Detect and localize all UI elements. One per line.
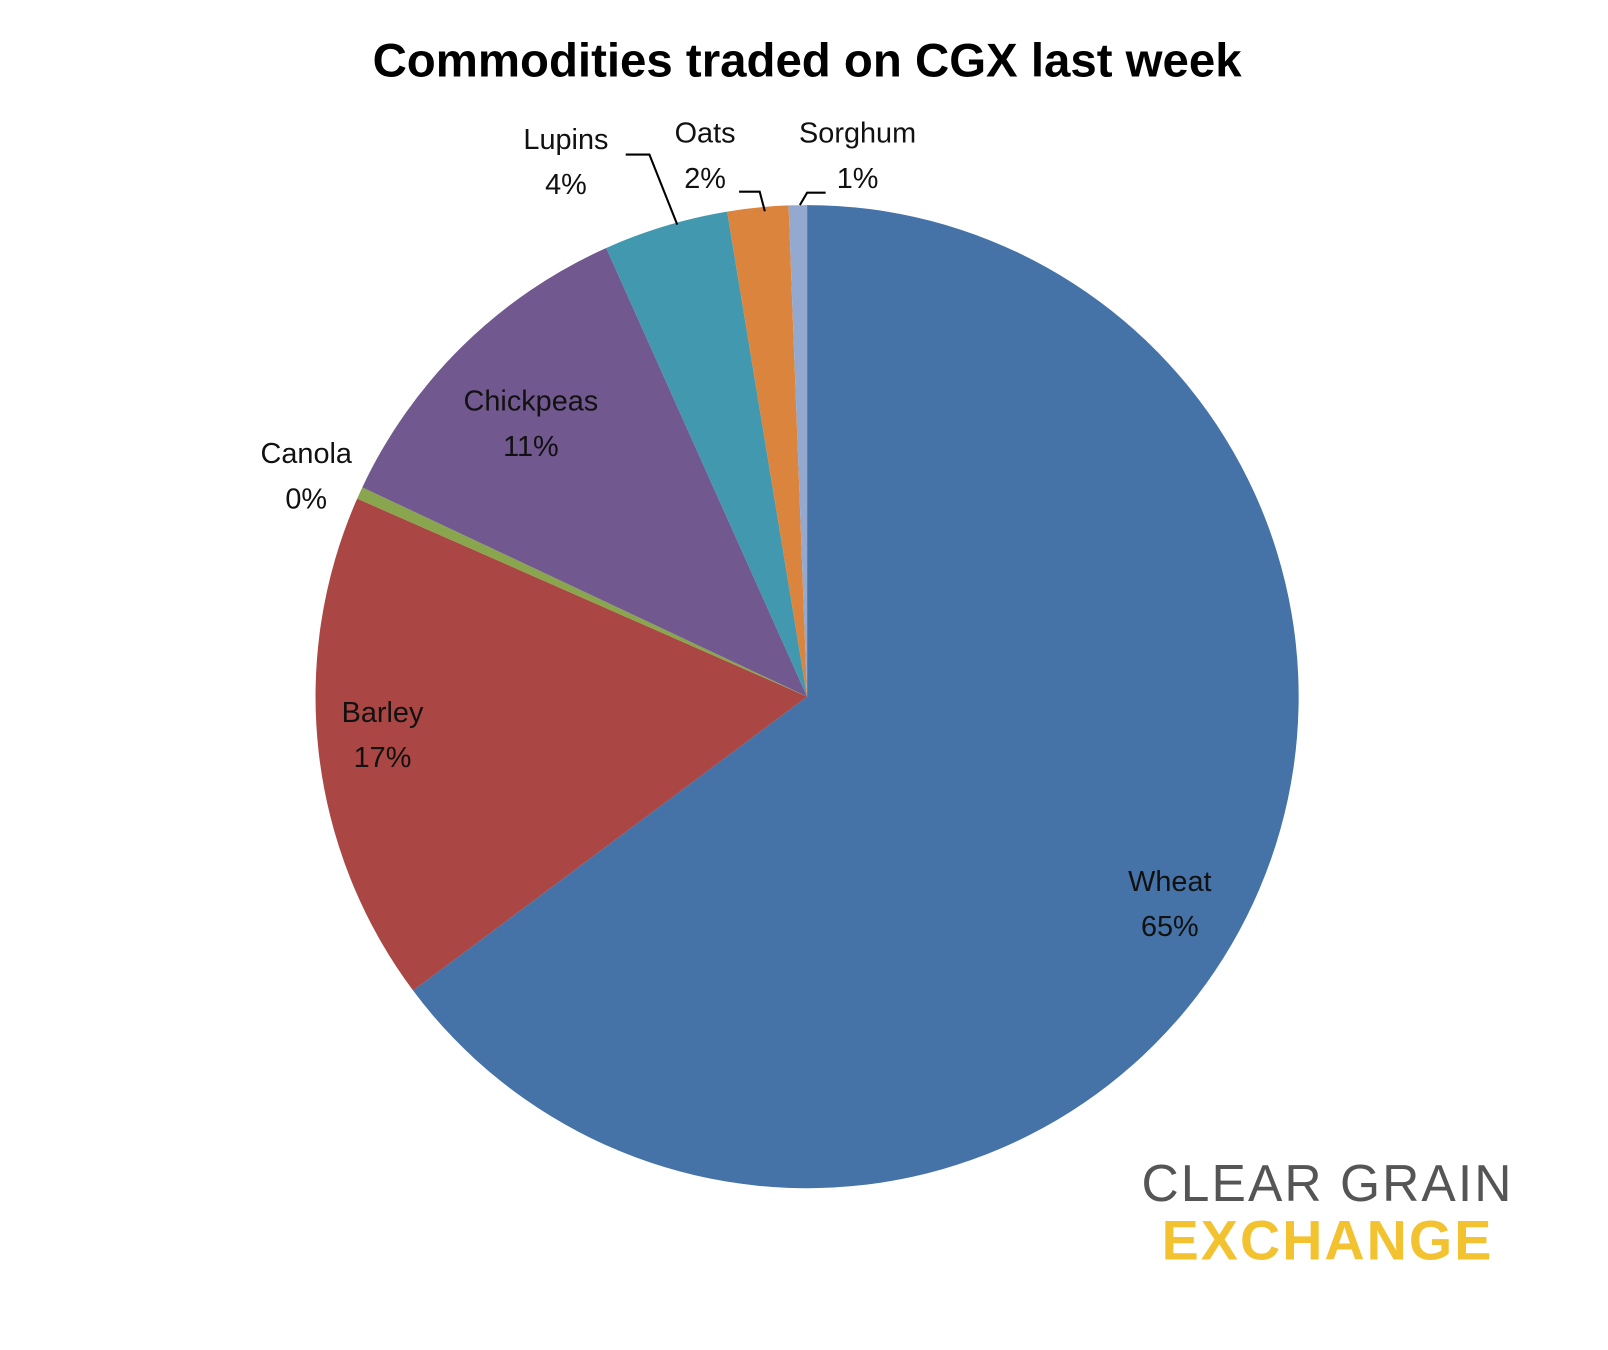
slice-value-label: 17% xyxy=(354,742,412,774)
slice xyxy=(413,205,1299,1189)
slice xyxy=(727,205,808,697)
slice xyxy=(357,487,808,697)
slice-value-label: 2% xyxy=(684,163,726,195)
leader-line xyxy=(739,190,766,212)
logo-line2: EXCHANGE xyxy=(1162,1210,1494,1272)
leader-line xyxy=(798,191,826,206)
slice-label: Oats xyxy=(675,118,736,150)
slice-label: Canola xyxy=(261,438,353,470)
slices xyxy=(315,205,1299,1189)
logo-line1: CLEAR GRAIN xyxy=(1142,1154,1514,1212)
slice-label: Lupins xyxy=(523,124,608,156)
slice xyxy=(788,205,808,697)
slice-value-label: 65% xyxy=(1141,911,1199,943)
leader-lines xyxy=(625,153,826,226)
slice-value-label: 4% xyxy=(545,169,587,201)
slice xyxy=(315,498,808,991)
slice-label: Barley xyxy=(342,697,424,729)
slice-value-label: 0% xyxy=(285,483,327,515)
slice-value-label: 1% xyxy=(837,163,879,195)
slice-label: Sorghum xyxy=(799,118,916,150)
slice xyxy=(606,211,808,697)
slice-label: Chickpeas xyxy=(464,386,599,418)
slice-value-label: 11% xyxy=(503,431,559,463)
slice xyxy=(362,247,808,697)
chart-title: Commodities traded on CGX last week xyxy=(373,34,1243,87)
leader-line xyxy=(625,153,679,226)
slice-label: Wheat xyxy=(1128,866,1211,898)
